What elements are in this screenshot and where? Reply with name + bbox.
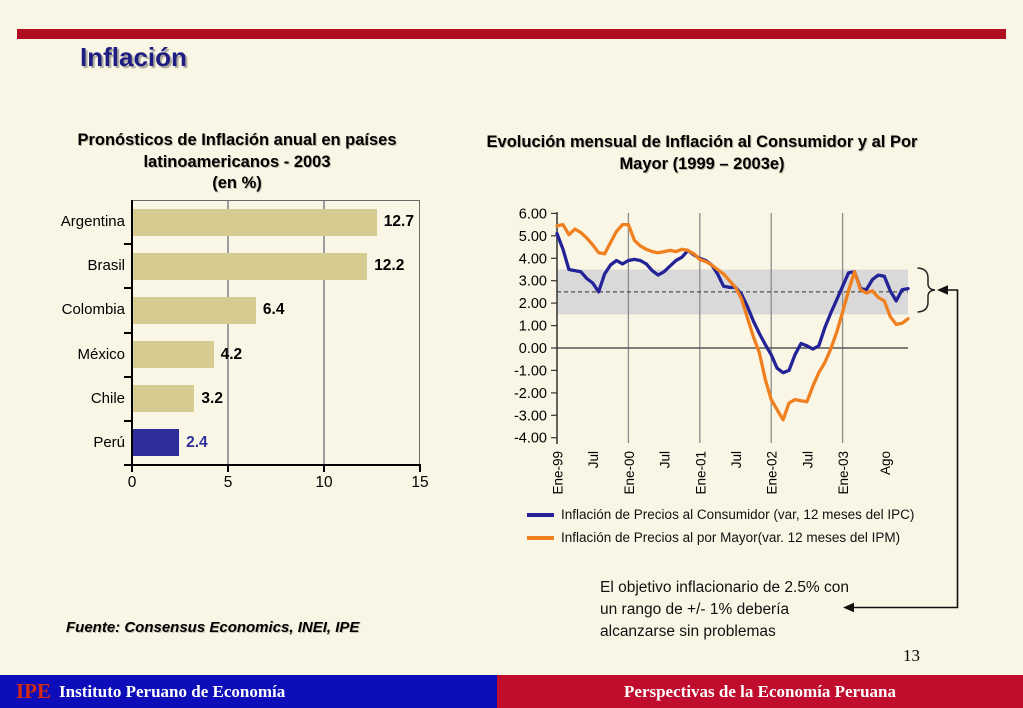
bar-value-label: 4.2 <box>220 345 243 363</box>
bar-category-label: Brasil <box>87 257 125 275</box>
bar <box>133 296 256 324</box>
ipc-legend-swatch <box>527 512 554 517</box>
bar-x-tick <box>419 466 421 472</box>
bar-x-tick <box>131 466 133 472</box>
bar-x-axis <box>124 464 421 466</box>
bar <box>133 208 377 236</box>
bar-x-tick-label: 10 <box>315 474 333 491</box>
legend-row: Inflación de Precios al por Mayor(var. 1… <box>527 526 914 549</box>
footer-org: Instituto Peruano de Economía <box>59 681 286 701</box>
y-tick-label: -3.00 <box>514 408 547 424</box>
bar-category-label: Argentina <box>60 213 125 230</box>
footer-left: IPE Instituto Peruano de Economía <box>0 675 497 708</box>
page-number: 13 <box>903 646 920 665</box>
line-chart-legend: Inflación de Precios al Consumidor (var,… <box>527 503 914 549</box>
arrowhead-to-band <box>937 285 948 295</box>
y-tick-label: -2.00 <box>514 386 547 402</box>
bar-category-label: Chile <box>90 389 125 407</box>
footer-tagline: Perspectivas de la Economía Peruana <box>497 675 1023 708</box>
x-tick-label: Jul <box>658 451 673 468</box>
annotation-text: El objetivo inflacionario de 2.5% con un… <box>600 579 850 640</box>
annotation-arrow <box>853 289 959 609</box>
x-tick-label: Ene-00 <box>622 451 637 495</box>
legend-label: Inflación de Precios al por Mayor(var. 1… <box>561 530 901 545</box>
x-tick-label: Ene-01 <box>693 451 708 495</box>
bar-chart-title: Pronósticos de Inflación anual en países… <box>77 131 397 192</box>
bar-category-label: Perú <box>93 433 125 451</box>
legend-row: Inflación de Precios al Consumidor (var,… <box>527 503 914 526</box>
x-tick-label: Jul <box>729 451 744 468</box>
bar-value-label: 3.2 <box>201 389 223 407</box>
x-tick-label: Ene-03 <box>836 451 851 495</box>
bar-value-label: 12.2 <box>374 257 405 275</box>
y-tick-label: -1.00 <box>514 363 547 379</box>
bar-category-label: México <box>77 345 125 363</box>
y-tick-label: 4.00 <box>519 251 547 267</box>
bar-axis-tick <box>124 419 132 422</box>
bar <box>133 385 195 413</box>
bar-x-tick-label: 15 <box>411 474 429 491</box>
ipm-line <box>555 222 910 422</box>
bar-category-label: Colombia <box>61 301 125 319</box>
x-tick-label: Jul <box>586 451 601 468</box>
source-note: Fuente: Consensus Economics, INEI, IPE <box>66 619 360 636</box>
y-tick-label: 0.00 <box>519 341 547 357</box>
x-tick-label: Ene-99 <box>551 451 566 495</box>
bar-gridline <box>323 201 325 464</box>
bar-axis-tick <box>124 331 132 334</box>
top-accent-bar <box>17 29 1006 39</box>
x-tick-label: Ago <box>878 451 893 475</box>
y-tick-label: -4.00 <box>514 431 547 447</box>
bar <box>133 341 214 369</box>
bar-value-label: 2.4 <box>186 433 208 451</box>
legend-label: Inflación de Precios al Consumidor (var,… <box>561 507 915 522</box>
bar-value-label: 12.7 <box>383 213 414 230</box>
bar-value-label: 6.4 <box>262 301 285 319</box>
ipc-line <box>555 231 910 375</box>
bar-plot-frame <box>132 200 420 465</box>
x-tick-label: Ene-02 <box>765 451 780 495</box>
y-tick-label: 1.00 <box>519 319 547 335</box>
target-band <box>557 269 908 315</box>
bar-gridline <box>227 201 229 464</box>
y-tick-label: 3.00 <box>519 274 547 290</box>
target-band-brace <box>917 267 936 313</box>
y-tick-label: 2.00 <box>519 296 547 312</box>
bar-x-tick <box>323 466 325 472</box>
ipe-logo: IPE <box>16 679 52 703</box>
bar <box>133 252 368 280</box>
bar-x-tick-label: 0 <box>127 474 137 491</box>
bar <box>133 429 180 457</box>
bar-x-tick <box>227 466 229 472</box>
bar-x-tick-label: 5 <box>223 474 233 491</box>
y-tick-label: 5.00 <box>519 229 547 245</box>
line-chart-title: Evolución mensual de Inflación al Consum… <box>486 133 918 173</box>
ipm-legend-swatch <box>527 535 554 540</box>
y-tick-label: 6.00 <box>519 206 547 222</box>
bar-y-axis <box>131 200 133 465</box>
bar-axis-tick <box>124 243 132 246</box>
footer: IPE Instituto Peruano de Economía Perspe… <box>0 675 1023 708</box>
x-tick-label: Jul <box>800 451 815 468</box>
slide-title: Inflación <box>80 42 187 72</box>
bar-axis-tick <box>124 287 132 290</box>
bar-axis-tick <box>124 375 132 378</box>
